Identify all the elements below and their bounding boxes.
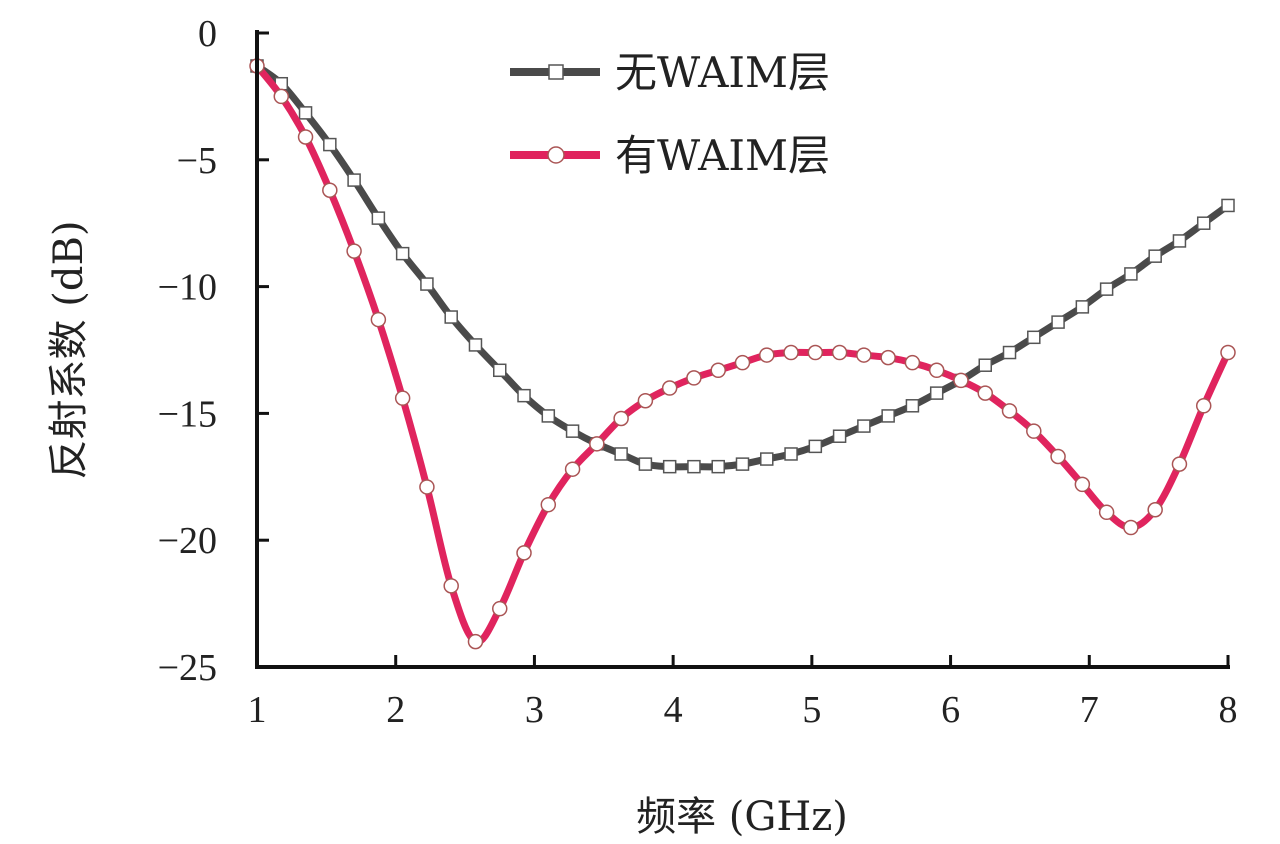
data-point-square	[638, 457, 653, 471]
legend-label-1: 无WAIM层	[615, 48, 830, 97]
data-point-square	[1027, 330, 1041, 345]
data-point-circle	[589, 436, 605, 452]
data-point-square	[662, 459, 677, 474]
data-point-circle	[1098, 504, 1115, 521]
data-point-circle	[394, 390, 411, 406]
data-point-square	[905, 399, 920, 413]
data-point-circle	[516, 545, 532, 561]
data-point-circle	[807, 344, 824, 361]
data-point-square	[857, 419, 871, 433]
x-tick-label: 8	[1219, 689, 1238, 731]
y-tick-label: −25	[158, 647, 217, 689]
data-point-circle	[1220, 344, 1236, 361]
data-point-square	[881, 409, 895, 423]
data-point-square	[371, 211, 386, 225]
data-point-circle	[419, 479, 435, 495]
x-tick-label: 2	[386, 689, 405, 731]
legend-marker-circle	[547, 146, 565, 164]
data-point-circle	[492, 600, 508, 617]
y-tick-label: −10	[158, 267, 217, 309]
data-point-circle	[564, 461, 581, 477]
data-point-circle	[759, 347, 775, 363]
data-point-square	[832, 429, 847, 443]
x-tick-label: 7	[1080, 689, 1099, 731]
data-point-circle	[1123, 519, 1139, 536]
data-point-square	[444, 310, 458, 324]
data-point-square	[735, 457, 750, 471]
data-point-square	[323, 137, 337, 152]
data-point-square	[1051, 315, 1065, 329]
data-point-circle	[1147, 502, 1163, 518]
data-point-circle	[734, 354, 751, 371]
data-point-circle	[273, 88, 290, 105]
x-tick-label: 4	[664, 689, 683, 731]
data-point-square	[1221, 198, 1235, 213]
data-point-square	[1196, 216, 1211, 230]
data-point-circle	[1074, 476, 1091, 493]
data-point-circle	[783, 344, 799, 361]
data-point-circle	[346, 243, 362, 259]
x-tick-label: 5	[802, 689, 821, 731]
data-point-circle	[928, 362, 945, 379]
data-point-square	[978, 358, 992, 372]
data-point-circle	[540, 496, 557, 513]
data-point-circle	[443, 578, 459, 594]
data-point-square	[468, 338, 483, 352]
data-point-circle	[661, 380, 678, 396]
data-point-circle	[710, 362, 726, 379]
data-point-square	[517, 388, 531, 403]
data-point-square	[541, 409, 556, 423]
data-point-circle	[856, 347, 872, 363]
data-point-square	[493, 363, 507, 378]
data-point-circle	[322, 182, 338, 198]
data-point-circle	[904, 354, 921, 371]
data-point-square	[1172, 234, 1187, 248]
data-point-circle	[1026, 423, 1042, 439]
data-point-square	[420, 277, 434, 291]
data-point-square	[784, 447, 798, 461]
data-point-square	[687, 459, 701, 474]
y-tick-label: −15	[158, 393, 217, 435]
x-tick-label: 1	[248, 689, 267, 731]
data-point-circle	[831, 344, 848, 361]
x-tick-label: 3	[525, 689, 544, 731]
data-point-square	[929, 386, 944, 400]
y-axis-label: 反射系数 (dB)	[46, 221, 92, 480]
data-point-square	[614, 447, 628, 461]
y-tick-label: 0	[198, 13, 217, 55]
data-point-circle	[1050, 448, 1066, 465]
data-point-square	[1148, 249, 1162, 263]
data-point-square	[1075, 300, 1090, 314]
x-axis-label: 频率 (GHz)	[636, 794, 848, 840]
data-point-square	[1002, 345, 1017, 360]
x-tick-label: 6	[941, 689, 960, 731]
data-point-square	[760, 452, 774, 466]
y-tick-label: −5	[177, 140, 217, 182]
data-point-circle	[977, 385, 993, 401]
data-point-circle	[467, 633, 484, 650]
legend-marker-square	[548, 64, 564, 80]
data-point-square	[395, 246, 410, 261]
data-point-circle	[370, 311, 387, 328]
data-point-circle	[880, 349, 896, 366]
data-point-circle	[686, 370, 702, 386]
data-point-circle	[1001, 403, 1018, 419]
data-point-circle	[1195, 398, 1212, 414]
data-point-square	[808, 439, 823, 454]
data-point-square	[347, 173, 361, 187]
data-point-circle	[297, 129, 314, 145]
data-point-square	[711, 459, 725, 474]
data-point-square	[1099, 282, 1114, 296]
data-point-circle	[953, 372, 969, 389]
data-point-square	[565, 424, 580, 438]
data-point-circle	[1171, 456, 1188, 472]
data-point-square	[1124, 267, 1138, 281]
data-point-circle	[613, 410, 629, 427]
data-point-circle	[637, 392, 654, 409]
y-tick-label: −20	[158, 520, 217, 562]
data-point-square	[298, 106, 313, 120]
legend-label-2: 有WAIM层	[615, 131, 830, 180]
